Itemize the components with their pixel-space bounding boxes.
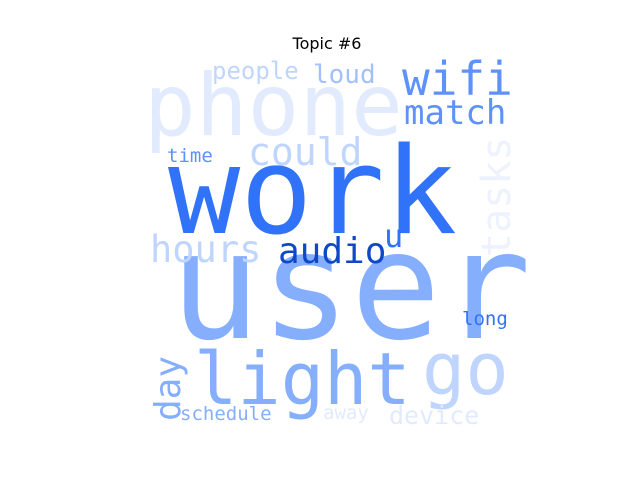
- word-tasks: tasks: [474, 137, 520, 257]
- word-loud: loud: [313, 60, 376, 90]
- word-wifi: wifi: [402, 52, 513, 106]
- word-user: user: [170, 200, 531, 374]
- word-people: people: [212, 57, 299, 85]
- word-time: time: [167, 145, 213, 167]
- word-long: long: [462, 308, 508, 330]
- word-could: could: [248, 130, 362, 174]
- word-work: work: [168, 123, 457, 262]
- word-audio: audio: [278, 231, 386, 272]
- word-match: match: [404, 93, 506, 133]
- word-phone: phone: [144, 56, 403, 156]
- word-device: device: [389, 401, 479, 430]
- word-go: go: [422, 327, 509, 411]
- word-u: u: [384, 217, 403, 255]
- chart-title: Topic #6: [292, 34, 362, 53]
- word-day: day: [148, 356, 189, 421]
- word-hours: hours: [150, 228, 261, 271]
- word-away: away: [323, 402, 369, 424]
- word-light: light: [194, 337, 411, 421]
- word-schedule: schedule: [180, 403, 272, 425]
